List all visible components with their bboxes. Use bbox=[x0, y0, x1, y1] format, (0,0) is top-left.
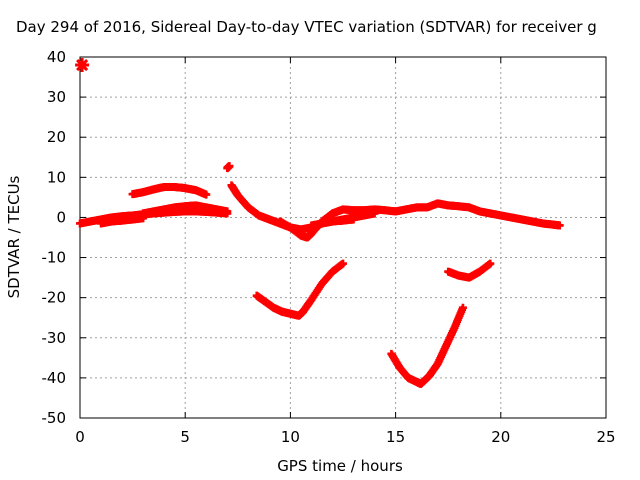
y-tick-label: -30 bbox=[42, 329, 67, 347]
x-tick-label: 20 bbox=[491, 428, 510, 446]
y-axis-label: SDTVAR / TECUs bbox=[5, 175, 23, 298]
data-point bbox=[76, 58, 89, 72]
tick-layer: 0 5 10 15 20 25 -50 -40 -30 -20 -10 0 10 20 30 40 bbox=[42, 48, 616, 446]
y-tick-label: -50 bbox=[42, 409, 67, 427]
y-tick-label: 10 bbox=[47, 168, 66, 186]
chart-title: Day 294 of 2016, Sidereal Day-to-day VTE… bbox=[16, 18, 597, 36]
data-point bbox=[223, 207, 232, 216]
y-tick-label: 40 bbox=[47, 48, 66, 66]
data-point bbox=[458, 303, 467, 312]
y-tick-label: 30 bbox=[47, 88, 66, 106]
x-tick-label: 25 bbox=[596, 428, 615, 446]
data-point bbox=[486, 259, 495, 268]
x-tick-label: 10 bbox=[281, 428, 300, 446]
data-point bbox=[139, 214, 148, 223]
x-tick-label: 15 bbox=[386, 428, 405, 446]
y-tick-label: -10 bbox=[42, 249, 67, 267]
plot-frame bbox=[79, 56, 607, 419]
y-tick-label: 20 bbox=[47, 128, 66, 146]
data-point bbox=[202, 190, 211, 199]
points-layer bbox=[75, 58, 564, 388]
x-tick-label: 0 bbox=[75, 428, 85, 446]
data-point bbox=[555, 221, 564, 230]
x-axis-label: GPS time / hours bbox=[277, 457, 403, 475]
y-tick-label: -20 bbox=[42, 289, 67, 307]
data-point bbox=[225, 162, 234, 171]
grid-layer bbox=[80, 57, 606, 418]
y-tick-label: 0 bbox=[56, 208, 66, 226]
data-point bbox=[339, 259, 347, 268]
y-tick-label: -40 bbox=[42, 369, 67, 387]
x-tick-label: 5 bbox=[180, 428, 190, 446]
data-point bbox=[370, 209, 379, 218]
